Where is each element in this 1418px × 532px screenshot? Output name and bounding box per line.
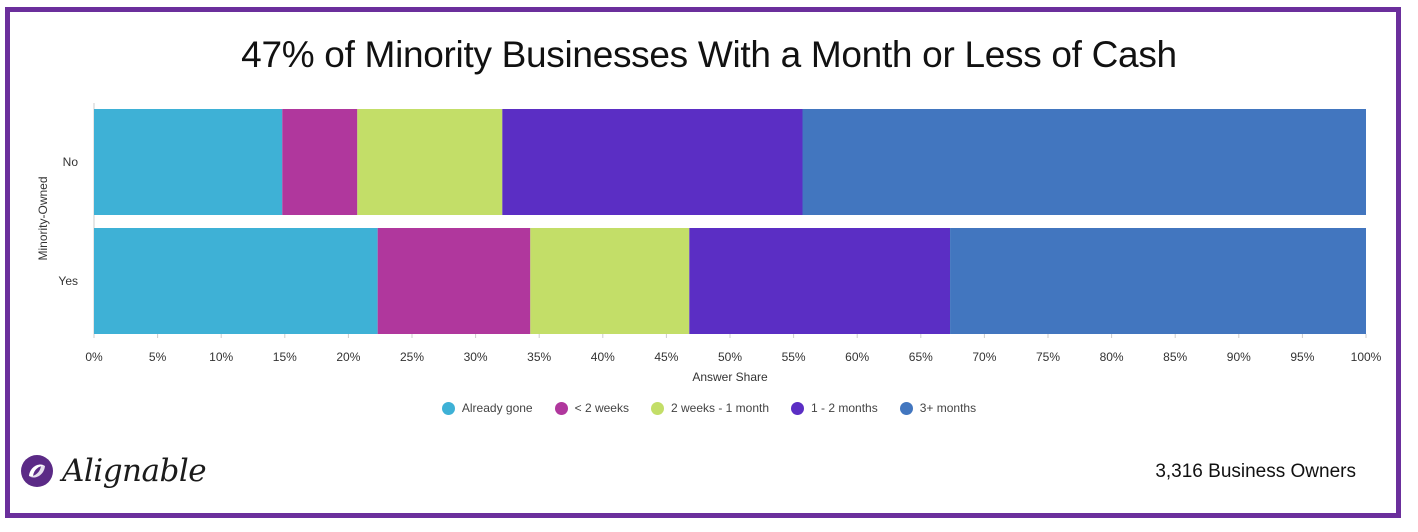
legend-label: Already gone — [461, 401, 533, 415]
legend-item[interactable]: 2 weeks - 1 month — [650, 401, 770, 415]
legend-swatch — [791, 401, 805, 415]
x-tick-label: 20% — [336, 350, 360, 364]
x-tick-label: 85% — [1163, 350, 1187, 364]
bar-segment — [530, 228, 690, 334]
x-tick-label: 65% — [909, 350, 933, 364]
stacked-bar-chart: No Yes 0% 5% 10% 15% 20% 25% 30% 35% 40% 45% 50% 55% 6… — [36, 103, 1382, 384]
bar-segment — [689, 228, 951, 334]
legend-item[interactable]: 1 - 2 months — [791, 401, 878, 415]
x-tick-label: 55% — [782, 350, 806, 364]
legend-item[interactable]: 3+ months — [899, 401, 977, 415]
x-tick-label: 95% — [1290, 350, 1314, 364]
bar-segment — [94, 228, 378, 334]
bar-segment — [357, 109, 503, 215]
x-tick-label: 90% — [1227, 350, 1251, 364]
legend-label: 3+ months — [919, 401, 977, 415]
x-tick-label: 100% — [1351, 350, 1382, 364]
legend-swatch — [554, 401, 568, 415]
legend-label: 1 - 2 months — [811, 401, 878, 415]
bar-segment — [502, 109, 803, 215]
legend-label: < 2 weeks — [574, 401, 629, 415]
x-tick-label: 15% — [273, 350, 297, 364]
respondent-count: 3,316 Business Owners — [1155, 461, 1356, 482]
legend-label: 2 weeks - 1 month — [670, 401, 770, 415]
x-axis-title: Answer Share — [692, 370, 768, 384]
x-tick-label: 25% — [400, 350, 424, 364]
bar-segment — [94, 109, 283, 215]
x-tick-label: 70% — [972, 350, 996, 364]
bar-segment — [377, 228, 531, 334]
x-tick-label: 10% — [209, 350, 233, 364]
legend: Already gone < 2 weeks 2 weeks - 1 month 1 … — [0, 401, 1418, 415]
alignable-logo-icon — [21, 455, 53, 487]
x-tick-label: 75% — [1036, 350, 1060, 364]
category-label: No — [63, 155, 79, 169]
x-tick-label: 40% — [591, 350, 615, 364]
legend-item[interactable]: Already gone — [441, 401, 533, 415]
brand-logo: Alignable — [20, 453, 207, 489]
x-tick-label: 0% — [85, 350, 103, 364]
x-tick-label: 35% — [527, 350, 551, 364]
bar-segment — [950, 228, 1366, 334]
bar-segment — [802, 109, 1366, 215]
x-tick-label: 80% — [1100, 350, 1124, 364]
chart-title: 47% of Minority Businesses With a Month … — [241, 34, 1177, 75]
x-tick-label: 5% — [149, 350, 167, 364]
logo-text: Alignable — [62, 453, 207, 489]
legend-item[interactable]: < 2 weeks — [554, 401, 629, 415]
bar-segment — [282, 109, 358, 215]
x-tick-label: 30% — [464, 350, 488, 364]
legend-swatch — [650, 401, 664, 415]
x-tick-label: 45% — [654, 350, 678, 364]
category-label: Yes — [58, 274, 78, 288]
x-tick-label: 60% — [845, 350, 869, 364]
legend-swatch — [441, 401, 455, 415]
x-tick-label: 50% — [718, 350, 742, 364]
legend-swatch — [899, 401, 913, 415]
y-axis-title: Minority-Owned — [36, 176, 50, 260]
